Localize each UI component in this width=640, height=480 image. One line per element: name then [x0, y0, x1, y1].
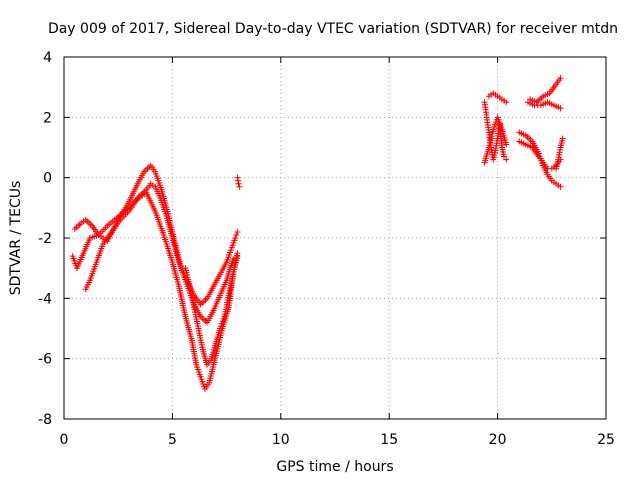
data-point — [236, 183, 243, 190]
series-track-c — [82, 189, 241, 392]
y-tick-label: 2 — [43, 110, 52, 126]
x-tick-label: 25 — [597, 432, 615, 448]
x-tick-label: 0 — [60, 432, 69, 448]
x-tick-label: 15 — [380, 432, 398, 448]
data-point — [234, 228, 241, 235]
series-track-d — [182, 250, 241, 368]
data-point — [234, 177, 241, 184]
grid-lines — [64, 57, 606, 419]
data-point — [235, 180, 242, 187]
series-track-g — [481, 114, 510, 166]
x-tick-label: 10 — [272, 432, 290, 448]
data-point — [230, 256, 237, 263]
data-point — [503, 141, 510, 148]
y-tick-label: -8 — [38, 412, 52, 428]
scatter-points — [69, 75, 566, 392]
x-tick-label: 5 — [168, 432, 177, 448]
x-tick-label: 20 — [489, 432, 507, 448]
chart-title: Day 009 of 2017, Sidereal Day-to-day VTE… — [48, 21, 618, 37]
series-track-m — [527, 75, 564, 106]
data-point — [233, 231, 240, 238]
y-tick-label: -2 — [38, 231, 52, 247]
series-track-e — [234, 174, 243, 190]
y-tick-label: 0 — [43, 171, 52, 187]
y-tick-label: 4 — [43, 50, 52, 66]
series-track-f — [481, 99, 510, 163]
data-point — [557, 75, 564, 82]
data-point — [559, 135, 566, 142]
data-point — [234, 174, 241, 181]
series-track-h — [485, 90, 510, 106]
data-point — [501, 153, 508, 160]
data-point — [503, 99, 510, 106]
series-track-a — [69, 180, 241, 308]
y-tick-label: -4 — [38, 291, 52, 307]
data-point — [557, 105, 564, 112]
series-track-k — [553, 135, 566, 172]
y-tick-label: -6 — [38, 352, 52, 368]
y-axis-label: SDTVAR / TECUs — [8, 181, 24, 296]
data-point — [557, 183, 564, 190]
x-axis-label: GPS time / hours — [276, 459, 393, 475]
data-point — [232, 235, 239, 241]
series-track-l — [524, 99, 564, 112]
axis-ticks: 0 5 10 15 20 25 -8 -6 -4 -2 0 2 4 — [38, 50, 615, 448]
data-point — [234, 250, 241, 257]
data-point — [503, 156, 510, 163]
